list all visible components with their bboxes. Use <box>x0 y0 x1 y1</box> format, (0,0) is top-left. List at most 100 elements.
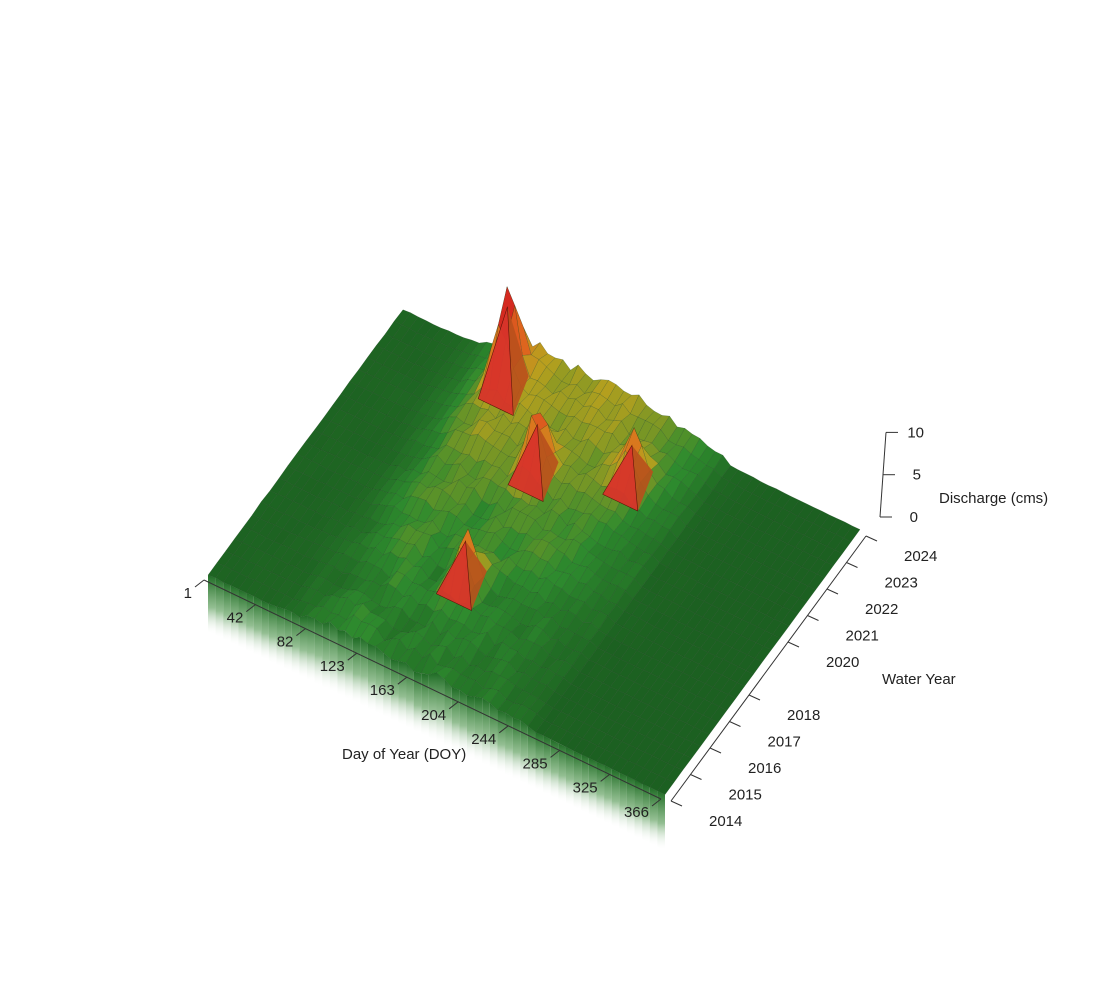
y-axis-line <box>670 535 867 802</box>
y-tick-label: 2018 <box>787 707 820 724</box>
peak-spike <box>602 444 639 512</box>
peak-spikes <box>435 306 654 612</box>
peak-spike <box>435 540 472 612</box>
surface-skirt-segment <box>307 615 315 683</box>
x-tick-label: 285 <box>523 755 548 772</box>
surface-skirt-segment <box>573 750 582 810</box>
peak-spike <box>507 306 529 416</box>
surface-skirt-segment <box>634 779 643 840</box>
y-tick <box>709 747 722 754</box>
surface-skirt-segment <box>505 712 513 777</box>
y-axis: 2014 2015 2016 2017 2018 2020 2021 2022 2023 2024 <box>670 535 937 830</box>
y-tick <box>807 615 819 621</box>
y-tick-label: 2020 <box>826 654 859 671</box>
x-tick-label: 325 <box>573 779 598 796</box>
x-tick-label: 244 <box>471 731 496 748</box>
x-axis-line <box>203 579 662 800</box>
peak-spike <box>477 306 514 417</box>
surface-skirt-segment <box>383 652 391 719</box>
surface-skirt-segment <box>352 637 361 704</box>
surface-skirt-segment <box>535 732 544 792</box>
y-tick-label: 2015 <box>729 787 762 804</box>
z-tick-label: 0 <box>910 509 918 526</box>
surface-skirt-segment <box>299 615 308 679</box>
x-tick <box>651 798 662 807</box>
x-tick-label: 366 <box>624 804 649 821</box>
z-tick-label: 10 <box>907 424 924 441</box>
x-axis: 1 42 82 123 163 204 244 285 325 366 <box>184 579 662 821</box>
peak-spike <box>465 541 487 611</box>
surface-skirt-segment <box>329 621 338 694</box>
surface-skirt-segment <box>451 687 460 752</box>
surface-skirt-segment <box>550 739 559 799</box>
surface-skirt-segment <box>543 735 551 796</box>
peak-spike <box>537 424 559 502</box>
surface-cell <box>657 778 675 795</box>
y-tick <box>729 721 741 727</box>
surface-skirt-segment <box>619 772 627 832</box>
y-tick-label: 2017 <box>768 734 801 751</box>
x-axis-title: Day of Year (DOY) <box>342 746 466 763</box>
y-tick <box>690 774 702 780</box>
surface-skirt-segment <box>428 672 437 741</box>
surface-skirt-segment <box>413 671 422 734</box>
surface-skirt-segment <box>466 695 475 759</box>
surface-skirt-segment <box>474 696 483 763</box>
surface-skirt-segment <box>581 754 589 814</box>
surface-skirt-segment <box>253 596 262 657</box>
x-tick <box>194 579 205 588</box>
surface-skirt-segment <box>223 582 231 642</box>
y-tick-label: 2022 <box>865 601 898 618</box>
z-axis: 0 5 10 <box>879 424 924 526</box>
x-tick-label: 163 <box>370 682 395 699</box>
surface-skirt-segment <box>657 790 665 850</box>
surface-skirt-segment <box>322 621 330 690</box>
surface-skirt-segment <box>360 637 368 708</box>
y-tick <box>670 800 683 807</box>
surface-skirt-segment <box>527 726 536 788</box>
surface-skirt-segment <box>215 577 224 639</box>
peak-spike <box>507 423 544 503</box>
y-tick-label: 2021 <box>846 628 879 645</box>
surface-skirt-segment <box>649 787 658 847</box>
surface-skirt-segment <box>565 746 574 807</box>
y-tick-label: 2016 <box>748 760 781 777</box>
surface-skirt-segment <box>268 603 277 664</box>
x-tick <box>397 676 408 685</box>
surface-skirt-segment <box>276 606 285 668</box>
surface-skirt-segment <box>436 672 445 745</box>
surface-skirt-segment <box>611 768 620 829</box>
x-tick-label: 1 <box>184 585 192 602</box>
surface-skirt-segment <box>291 611 300 675</box>
surface-front-skirt <box>208 575 665 850</box>
x-tick-label: 123 <box>320 658 345 675</box>
y-tick-label: 2024 <box>904 548 937 565</box>
surface-skirt-segment <box>459 689 467 756</box>
surface-skirt-segment <box>208 575 216 635</box>
surface-skirt-segment <box>398 660 407 726</box>
peak-spike <box>631 445 654 512</box>
surface-skirt-segment <box>497 709 506 774</box>
surface-skirt-segment <box>626 776 635 836</box>
x-tick <box>448 701 459 710</box>
z-axis-title: Discharge (cms) <box>939 490 1048 507</box>
x-tick-label: 204 <box>421 707 446 724</box>
y-tick <box>748 694 761 701</box>
surface-skirt-segment <box>314 618 323 686</box>
surface-skirt-segment <box>261 600 269 661</box>
x-tick <box>550 750 560 758</box>
surface-skirt-segment <box>482 698 490 767</box>
surface-skirt-segment <box>588 758 597 818</box>
y-tick-label: 2023 <box>885 575 918 592</box>
x-tick <box>246 604 256 612</box>
y-tick <box>846 562 858 568</box>
surface-skirt-segment <box>230 585 239 646</box>
y-axis-title: Water Year <box>882 671 956 688</box>
x-tick <box>498 725 509 734</box>
surface-skirt-segment <box>345 630 353 701</box>
z-tick-label: 5 <box>913 467 921 484</box>
surface-skirt-segment <box>604 765 612 825</box>
y-tick <box>865 535 878 542</box>
